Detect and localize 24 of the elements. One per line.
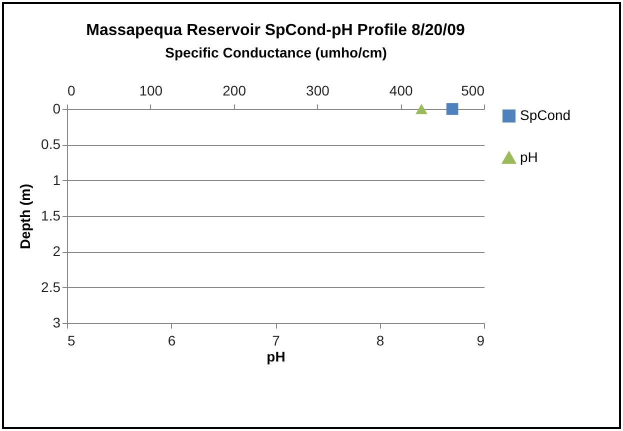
x-tick-label: 5 [68,332,76,348]
x-tick-label: 6 [168,332,176,348]
x2-tick-label: 0 [68,82,76,98]
y-tick-label: 2 [52,243,61,260]
x2-tick-label: 200 [222,82,246,98]
chart-title: Massapequa Reservoir SpCond-pH Profile 8/20/09 [86,22,465,39]
x-tick-label: 7 [272,332,280,348]
x-tick-label: 9 [476,332,485,348]
x2-tick-label: 500 [461,82,485,98]
y-tick-label: 1.5 [41,208,61,224]
y-tick-label: 2.5 [41,278,61,295]
x2-axis-title: Specific Conductance (umho/cm) [165,44,387,60]
legend-label: SpCond [520,107,571,123]
y-tick-label: 1 [52,172,61,188]
y-axis-title: Depth (m) [17,184,34,250]
y-tick-label: 0.5 [41,136,61,152]
x-axis-title: pH [266,348,286,364]
legend-label: pH [520,149,538,165]
x2-tick-label: 300 [306,82,330,98]
x-tick-label: 8 [376,332,384,348]
y-tick-label: 3 [52,314,61,330]
x2-tick-label: 100 [139,82,163,98]
y-tick-label: 0 [52,100,61,116]
x2-tick-label: 400 [389,82,413,98]
